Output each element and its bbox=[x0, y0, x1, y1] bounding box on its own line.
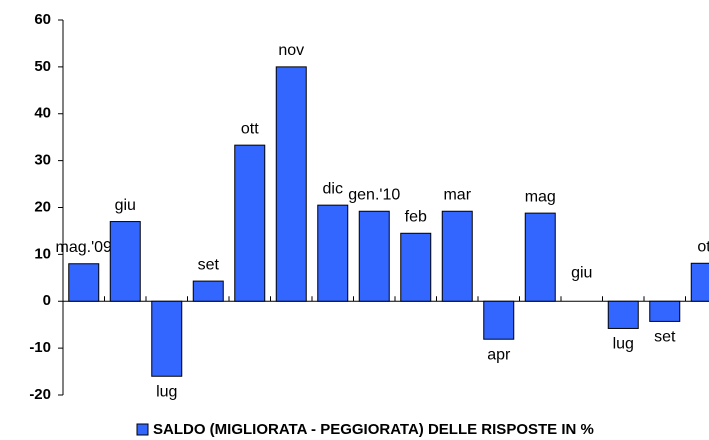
category-label: mag bbox=[525, 188, 556, 205]
category-label: set bbox=[654, 329, 676, 346]
bar bbox=[192, 280, 224, 302]
bar bbox=[690, 262, 709, 302]
category-label: mar bbox=[443, 186, 471, 203]
bar bbox=[441, 210, 473, 302]
y-tick-label: 20 bbox=[34, 198, 51, 215]
category-label: mag.'09 bbox=[56, 239, 113, 256]
y-tick-label: 10 bbox=[34, 245, 51, 262]
category-label: nov bbox=[278, 42, 304, 59]
category-label: lug bbox=[156, 383, 177, 400]
category-label: feb bbox=[405, 209, 427, 226]
bar bbox=[400, 232, 432, 302]
category-label: set bbox=[198, 256, 220, 273]
category-label: gen.'10 bbox=[348, 186, 400, 203]
legend-label: SALDO (MIGLIORATA - PEGGIORATA) DELLE RI… bbox=[153, 421, 594, 438]
y-tick-label: -20 bbox=[29, 386, 51, 403]
category-label: ott bbox=[697, 239, 709, 256]
category-label: giu bbox=[571, 264, 592, 281]
category-label: lug bbox=[613, 336, 634, 353]
bar bbox=[483, 300, 515, 340]
bar bbox=[317, 204, 349, 302]
bar bbox=[607, 300, 639, 329]
category-label: apr bbox=[487, 346, 511, 363]
bar bbox=[358, 210, 390, 302]
y-tick-label: 50 bbox=[34, 58, 51, 75]
y-tick-label: 40 bbox=[34, 105, 51, 122]
legend-swatch bbox=[136, 423, 149, 436]
y-tick-label: 0 bbox=[43, 292, 51, 309]
bar bbox=[275, 66, 307, 302]
y-tick-label: 60 bbox=[34, 11, 51, 28]
category-label: ott bbox=[241, 120, 259, 137]
category-label: dic bbox=[323, 180, 343, 197]
bar bbox=[649, 300, 681, 322]
bar bbox=[109, 221, 141, 302]
bar bbox=[151, 300, 183, 377]
bar bbox=[524, 212, 556, 302]
bar bbox=[68, 263, 100, 302]
y-tick-label: 30 bbox=[34, 152, 51, 169]
category-label: giu bbox=[115, 197, 136, 214]
y-tick-label: -10 bbox=[29, 339, 51, 356]
bar bbox=[234, 144, 266, 302]
